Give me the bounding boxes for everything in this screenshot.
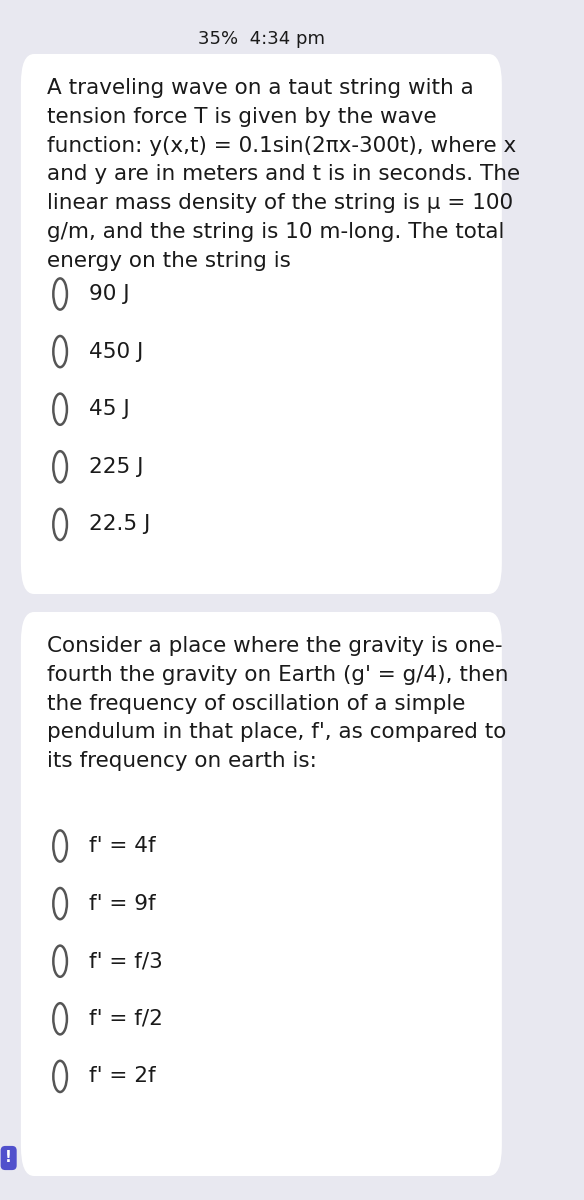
Text: f' = f/3: f' = f/3	[89, 952, 162, 971]
FancyBboxPatch shape	[21, 54, 502, 594]
Text: 45 J: 45 J	[89, 400, 130, 419]
FancyBboxPatch shape	[21, 612, 502, 1176]
Text: f' = 2f: f' = 2f	[89, 1067, 155, 1086]
Text: A traveling wave on a taut string with a
tension force T is given by the wave
fu: A traveling wave on a taut string with a…	[47, 78, 520, 271]
Text: 90 J: 90 J	[89, 284, 130, 304]
Text: f' = 9f: f' = 9f	[89, 894, 155, 913]
Text: 22.5 J: 22.5 J	[89, 515, 150, 534]
Text: 225 J: 225 J	[89, 457, 143, 476]
Text: f' = 4f: f' = 4f	[89, 836, 155, 856]
Text: !: !	[5, 1151, 12, 1165]
Text: f' = f/2: f' = f/2	[89, 1009, 163, 1028]
Text: 35%  4:34 pm: 35% 4:34 pm	[198, 30, 325, 48]
Text: Consider a place where the gravity is one-
fourth the gravity on Earth (g' = g/4: Consider a place where the gravity is on…	[47, 636, 509, 772]
Text: 450 J: 450 J	[89, 342, 143, 361]
